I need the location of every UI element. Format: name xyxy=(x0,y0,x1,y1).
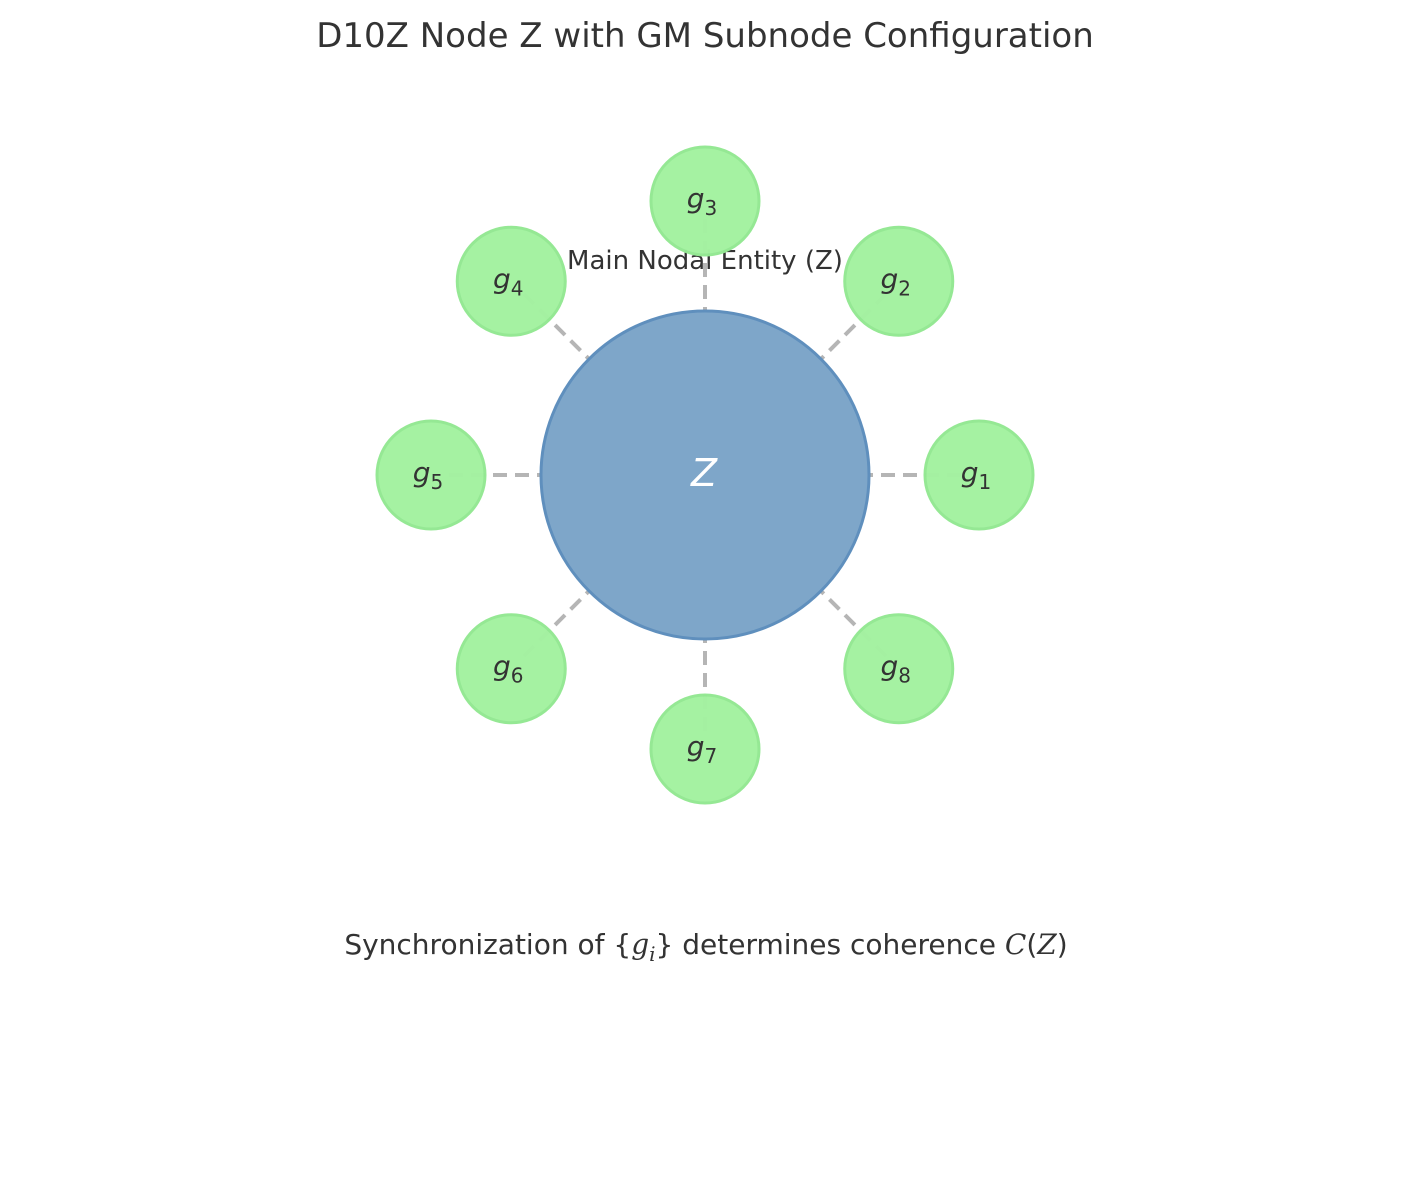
subnode-label-subscript: 2 xyxy=(898,276,911,300)
main-node-symbol: Z xyxy=(690,451,718,495)
subnode-label-base: g xyxy=(493,650,511,683)
caption-set-base: g xyxy=(631,928,649,961)
subnode-label-subscript: 8 xyxy=(898,664,911,688)
caption-prefix: Synchronization of { xyxy=(344,928,631,961)
caption-function: C xyxy=(1005,928,1026,961)
caption-argument-close: ) xyxy=(1057,928,1068,961)
subnode-label-base: g xyxy=(493,262,511,295)
caption-middle: } determines coherence xyxy=(656,928,1005,961)
subnode-label-base: g xyxy=(880,650,898,683)
subnode-label-base: g xyxy=(687,182,705,215)
subnode-label-base: g xyxy=(880,262,898,295)
subnode-label-subscript: 7 xyxy=(705,744,718,768)
caption-argument-open: ( xyxy=(1026,928,1037,961)
subnode-label-subscript: 4 xyxy=(511,276,524,300)
subnode-label-subscript: 5 xyxy=(431,470,444,494)
diagram-title: D10Z Node Z with GM Subnode Configuratio… xyxy=(316,16,1094,56)
subnode-label-base: g xyxy=(687,730,705,763)
subnode-label-subscript: 3 xyxy=(705,196,718,220)
subnode-label-base: g xyxy=(961,456,979,489)
subnode-label-base: g xyxy=(413,456,431,489)
subnode-label-subscript: 6 xyxy=(511,664,524,688)
subnode-label-subscript: 1 xyxy=(979,470,992,494)
caption-argument: Z xyxy=(1036,928,1057,961)
synchronization-caption: Synchronization of {gi} determines coher… xyxy=(344,928,1067,966)
